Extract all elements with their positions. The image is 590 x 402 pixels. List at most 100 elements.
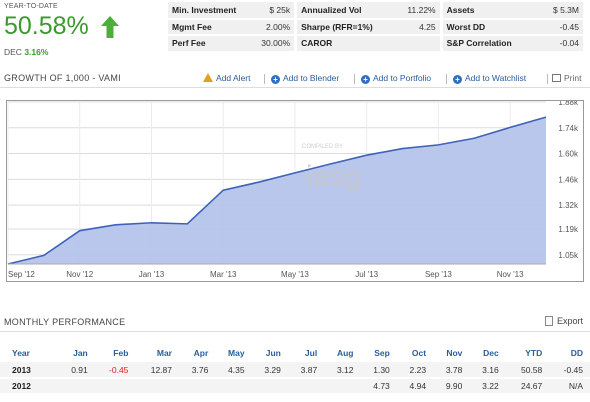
table-cell: 3.29	[264, 364, 281, 375]
y-tick-label: 1.46k	[558, 175, 579, 184]
up-arrow-icon	[101, 16, 119, 38]
plus-icon: +	[361, 75, 370, 84]
stat-value: -0.04	[524, 35, 586, 53]
table-cell: 4.35	[228, 364, 245, 375]
ytd-value: 50.58%	[4, 12, 89, 40]
column-header: Jan	[73, 348, 88, 358]
table-cell	[179, 378, 215, 394]
add-to-blender-label: Add to Blender	[283, 73, 340, 83]
column-header: Dec	[483, 348, 499, 358]
stat-label: Perf Fee	[168, 35, 242, 53]
chart-title: GROWTH OF 1,000 - VAMI	[4, 73, 121, 83]
plus-icon: +	[453, 75, 462, 84]
print-button[interactable]: Print	[552, 73, 581, 83]
stat-value: $ 25k	[241, 2, 298, 20]
stat-value: 2.00%	[241, 18, 298, 36]
table-cell: -0.45	[109, 364, 129, 375]
table-cell: 50.58	[520, 364, 543, 375]
x-tick-label: Mar '13	[210, 270, 237, 279]
table-cell: 1.30	[373, 364, 390, 375]
series-line	[7, 116, 547, 265]
stat-value	[385, 35, 443, 53]
table-cell: N/A	[568, 381, 583, 391]
export-button[interactable]: Export	[545, 316, 583, 326]
stat-value: -0.45	[524, 18, 586, 36]
column-header: Year	[12, 348, 30, 358]
add-alert-button[interactable]: Add Alert	[203, 73, 251, 83]
monthly-performance-title: MONTHLY PERFORMANCE	[4, 317, 126, 327]
add-to-blender-button[interactable]: + Add to Blender	[271, 73, 339, 84]
add-to-watchlist-label: Add to Watchlist	[465, 73, 527, 83]
x-tick-label: Nov '13	[497, 270, 524, 279]
stat-label: Assets	[441, 2, 525, 20]
column-header: Aug	[336, 348, 354, 358]
table-cell: 2.23	[409, 364, 427, 375]
stat-value: 11.22%	[385, 2, 443, 20]
table-cell: 24.67	[520, 381, 543, 391]
column-header: Oct	[411, 348, 427, 358]
column-header: Jul	[304, 348, 318, 358]
table-cell	[135, 378, 179, 394]
stats-row: Min. Investment $ 25k Annualized Vol 11.22%…	[168, 2, 586, 20]
column-header: Jun	[265, 348, 281, 358]
table-cell: 3.16	[482, 364, 499, 375]
table-cell: 4.94	[409, 381, 427, 391]
table-row: 2013 0.91 -0.45 12.87 3.76 4.35 3.29 3.87 3.12 1.…	[0, 362, 590, 378]
table-cell: 3.76	[191, 364, 209, 375]
divider	[264, 74, 265, 84]
chart-axes: 1.88k 1.74k 1.60k 1.46k 1.32k 1.19k 1.05k Sep '…	[8, 100, 579, 279]
table-cell: 3.12	[336, 364, 354, 375]
watermark-logo: iasg	[306, 160, 361, 193]
table-cell: -0.45	[563, 364, 583, 375]
divider	[446, 74, 447, 84]
ytd-summary: YEAR-TO-DATE 50.58% DEC 3.16%	[4, 3, 164, 61]
y-tick-label: 1.32k	[558, 201, 579, 210]
table-cell: 3.22	[482, 381, 499, 391]
table-cell	[215, 378, 251, 394]
table-cell	[324, 378, 360, 394]
divider	[547, 74, 548, 84]
table-cell	[252, 378, 288, 394]
column-header: Sep	[374, 348, 390, 358]
y-tick-label: 1.88k	[558, 100, 579, 107]
row-year: 2012	[12, 381, 31, 391]
table-cell: 3.78	[445, 364, 463, 375]
stat-label: Mgmt Fee	[168, 18, 242, 36]
y-tick-label: 1.19k	[558, 225, 579, 234]
stat-label: Worst DD	[441, 18, 525, 36]
chart-border	[6, 100, 584, 282]
stats-row: Mgmt Fee 2.00% Sharpe (RFR=1%) 4.25 Worst DD…	[168, 18, 586, 36]
document-icon	[545, 316, 553, 326]
y-tick-label: 1.05k	[558, 251, 579, 260]
month-value: 3.16%	[24, 47, 49, 57]
stat-label: Min. Investment	[168, 2, 242, 20]
x-tick-label: Nov '12	[66, 270, 93, 279]
add-to-portfolio-button[interactable]: + Add to Portfolio	[361, 73, 431, 84]
table-cell: 0.91	[71, 364, 88, 375]
print-label: Print	[564, 73, 582, 83]
table-cell	[58, 378, 94, 394]
table-cell: 9.90	[445, 381, 463, 391]
divider	[354, 74, 355, 84]
divider	[0, 331, 590, 332]
table-cell	[95, 378, 136, 394]
column-header: Mar	[156, 348, 172, 358]
x-tick-label: Jul '13	[355, 270, 378, 279]
stat-label: Annualized Vol	[295, 2, 386, 20]
stat-label: Sharpe (RFR=1%)	[295, 18, 386, 36]
stat-value: 30.00%	[241, 35, 298, 53]
watermark: COMPILED BY iasg	[302, 144, 361, 193]
stat-value: $ 5.3M	[524, 2, 586, 20]
stats-table: Min. Investment $ 25k Annualized Vol 11.22%…	[168, 2, 586, 53]
table-cell	[288, 378, 324, 394]
x-tick-label: Sep '13	[425, 270, 452, 279]
series-area	[8, 117, 546, 264]
table-row: 2012 4.73 4.94 9.90 3.22 24.67 N/A	[0, 378, 590, 394]
x-tick-label: Jan '13	[139, 270, 165, 279]
column-header: Nov	[446, 348, 463, 358]
vami-chart: COMPILED BY iasg 1.88k 1.74k 1.60k 1.46k 1.3…	[6, 100, 584, 282]
add-to-portfolio-label: Add to Portfolio	[373, 73, 432, 83]
column-header: DD	[570, 348, 583, 358]
x-tick-label: Sep '12	[8, 270, 35, 279]
add-to-watchlist-button[interactable]: + Add to Watchlist	[453, 73, 526, 84]
